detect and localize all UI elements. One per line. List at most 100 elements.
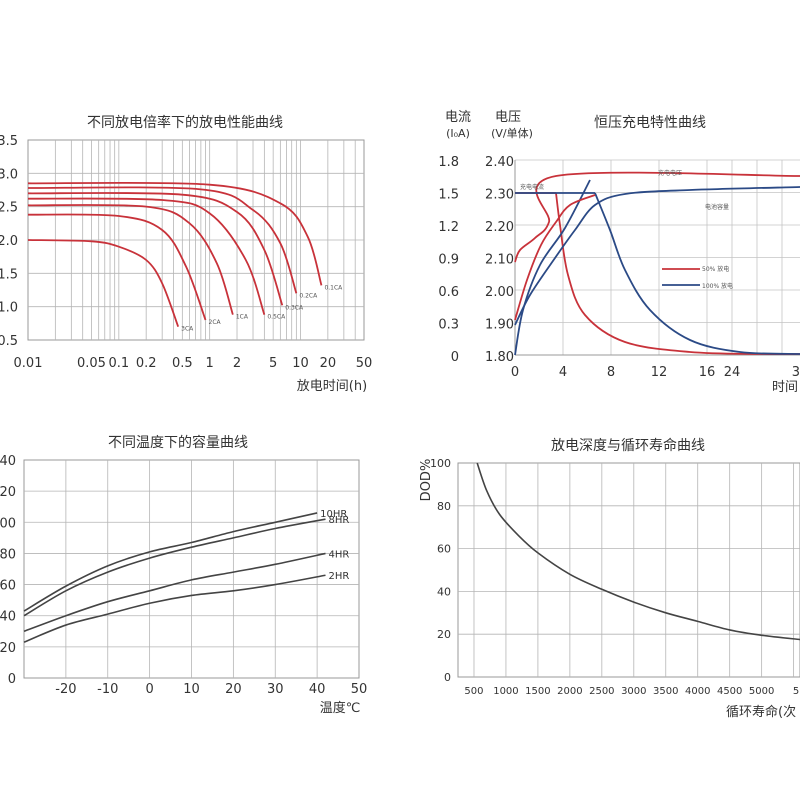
series-label: 8HR <box>329 515 350 526</box>
series-end-label: 3CA <box>181 326 194 333</box>
series-line <box>476 462 800 641</box>
series-line <box>27 186 298 294</box>
chart-title: 恒压充电特性曲线 <box>594 115 706 131</box>
series-line <box>594 192 800 355</box>
legend: 50% 放电 100% 放电 <box>662 265 733 290</box>
series-label: 2HR <box>329 571 350 582</box>
x-tick-label: 20 <box>320 356 337 371</box>
y1-tick-label: 0 <box>451 350 459 365</box>
x-tick-label: 500 <box>464 686 483 697</box>
annotation-charge-current: 充电电流 <box>520 183 544 191</box>
series-end-label: 0.2CA <box>299 292 318 299</box>
y-tick-label: 0.5 <box>0 334 18 349</box>
y-tick-label: 120 <box>0 485 16 500</box>
y2-axis-label-line1: 电压 <box>495 110 521 125</box>
x-tick-label: 10 <box>292 356 309 371</box>
y-tick-label: 40 <box>0 610 16 625</box>
x-tick-label: 20 <box>225 682 242 697</box>
series-line <box>27 192 284 306</box>
grid <box>458 463 800 677</box>
y-tick-label: 40 <box>437 585 451 598</box>
series-group: 3CA 2CA 1CA 0.5CA 0.3CA 0.2CA 0.1CA <box>27 181 343 333</box>
series-group <box>476 462 800 641</box>
x-tick-label: 1 <box>206 356 214 371</box>
y1-tick-label: 1.8 <box>438 155 459 170</box>
y1-axis-label-line2: (I₀A) <box>446 127 470 140</box>
panel-constant-voltage-charge: 恒压充电特性曲线 电流 (I₀A) 电压 (V/单体) 1.8 1.5 1.2 0.9… <box>438 110 800 395</box>
y2-tick-label: 1.90 <box>485 318 514 333</box>
panel-dod-cycle-life: 放电深度与循环寿命曲线 100 80 60 40 20 0 500 1000 1500 2000 2… <box>419 437 800 720</box>
x-tick-label: 12 <box>651 365 668 380</box>
series-line <box>23 574 326 643</box>
y2-tick-label: 2.40 <box>485 155 514 170</box>
y1-axis-label-line1: 电流 <box>445 110 471 125</box>
series-label: 4HR <box>329 549 350 560</box>
series-line <box>23 518 326 617</box>
y2-tick-label: 2.30 <box>485 188 514 203</box>
y-tick-label: 0 <box>8 672 16 687</box>
y-tick-label: 60 <box>0 579 16 594</box>
series-label: 10HR <box>320 509 347 520</box>
x-tick-label: 3500 <box>653 686 678 697</box>
y-tick-label: 2.5 <box>0 201 18 216</box>
y1-tick-label: 0.9 <box>438 253 459 268</box>
series-line <box>514 194 596 321</box>
y2-axis-label-line2: (V/单体) <box>491 126 533 140</box>
x-tick-label: 1000 <box>493 686 518 697</box>
x-tick-label: 0.01 <box>14 356 43 371</box>
x-tick-label: 24 <box>724 365 741 380</box>
y1-tick-label: 0.6 <box>438 285 459 300</box>
y-tick-label: 60 <box>437 543 451 556</box>
y-tick-label: 140 <box>0 454 16 469</box>
plot-frame <box>457 462 800 678</box>
x-axis-ticks: 0.01 0.05 0.1 0.2 0.5 1 2 5 10 20 50 <box>14 356 373 371</box>
y2-tick-label: 2.00 <box>485 285 514 300</box>
x-tick-label: 0 <box>511 365 519 380</box>
series-line <box>27 239 180 327</box>
y-tick-label: 20 <box>437 628 451 641</box>
series-end-label: 1CA <box>236 314 249 321</box>
x-tick-label: 0 <box>145 682 153 697</box>
y2-tick-label: 2.20 <box>485 220 514 235</box>
annotation-battery-capacity: 电池容量 <box>705 203 729 211</box>
series-line <box>514 179 591 356</box>
x-tick-label: 30 <box>792 365 800 380</box>
y2-tick-label: 2.10 <box>485 253 514 268</box>
chart-title: 不同放电倍率下的放电性能曲线 <box>87 114 283 131</box>
series-line <box>23 552 326 633</box>
x-tick-label: 1500 <box>525 686 550 697</box>
x-tick-label: 10 <box>183 682 200 697</box>
x-tick-label: -20 <box>55 682 76 697</box>
y-axis-ticks: 3.5 3.0 2.5 2.0 1.5 1.0 0.5 <box>0 134 18 349</box>
y-tick-label: 1.5 <box>0 267 18 282</box>
y-tick-label: 100 <box>0 516 16 531</box>
x-tick-label: 4 <box>559 365 567 380</box>
y-tick-label: 3.5 <box>0 134 18 149</box>
x-tick-label: 2000 <box>557 686 582 697</box>
y2-tick-label: 1.80 <box>485 350 514 365</box>
series-group <box>514 171 800 356</box>
x-axis-label: 循环寿命(次 <box>726 704 796 720</box>
x-axis-label: 放电时间(h) <box>297 379 367 394</box>
series-line <box>27 181 323 286</box>
legend-label-100: 100% 放电 <box>702 282 733 290</box>
y-tick-label: 100 <box>430 457 451 470</box>
grid <box>28 140 364 340</box>
x-tick-label: 4000 <box>685 686 710 697</box>
x-tick-label: 8 <box>607 365 615 380</box>
series-line <box>27 204 234 315</box>
series-line <box>555 192 800 356</box>
y-axis-label: DOD% <box>419 459 434 502</box>
x-tick-label: 2 <box>233 356 241 371</box>
series-end-label: 0.3CA <box>285 304 304 311</box>
y1-tick-label: 0.3 <box>438 318 459 333</box>
x-tick-label: 5000 <box>749 686 774 697</box>
x-tick-label: 0.2 <box>136 356 157 371</box>
chart-title: 不同温度下的容量曲线 <box>108 434 248 451</box>
grid <box>514 159 800 356</box>
axis-ticks: 1.8 1.5 1.2 0.9 0.6 0.3 0 2.40 2.30 2.20 2.10 2.00 1… <box>438 155 800 380</box>
x-axis-label: 时间 <box>772 380 798 395</box>
x-tick-label: 4500 <box>717 686 742 697</box>
